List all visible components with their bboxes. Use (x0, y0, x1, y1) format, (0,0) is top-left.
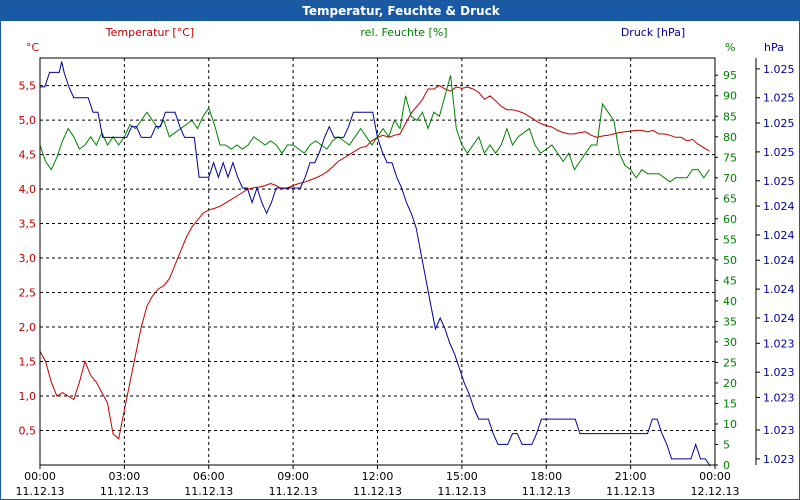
x-tick-time: 06:00 (193, 470, 225, 483)
plot-frame (39, 57, 716, 466)
humidity-tick-label: 45 (723, 274, 737, 287)
temperature-tick-label: 3,0 (19, 252, 37, 265)
humidity-tick-label: 95 (723, 69, 737, 82)
pressure-unit-label: hPa (764, 41, 784, 54)
pressure-tick-label: 1.025 (763, 63, 795, 76)
humidity-tick-label: 55 (723, 233, 737, 246)
x-tick-time: 09:00 (277, 470, 309, 483)
pressure-line (40, 61, 711, 467)
x-tick-time: 15:00 (446, 470, 478, 483)
x-tick-date: 11.12.13 (269, 485, 318, 498)
temperature-tick-label: 2,0 (19, 321, 37, 334)
temperature-axis-title: Temperatur [°C] (105, 26, 194, 39)
pressure-tick-label: 1.025 (763, 175, 795, 188)
x-tick-date: 11.12.13 (437, 485, 486, 498)
humidity-axis-title: rel. Feuchte [%] (360, 26, 447, 39)
x-tick-date: 12.12.13 (691, 485, 740, 498)
temperature-unit-label: °C (26, 41, 40, 54)
pressure-tick-label: 1.023 (763, 337, 795, 350)
x-tick-time: 12:00 (362, 470, 394, 483)
humidity-tick-label: 30 (723, 336, 737, 349)
temperature-tick-label: 1,0 (19, 390, 37, 403)
x-tick-time: 00:00 (699, 470, 731, 483)
pressure-tick-label: 1.023 (763, 366, 795, 379)
humidity-tick-label: 5 (723, 438, 730, 451)
x-tick-time: 18:00 (530, 470, 562, 483)
pressure-tick-label: 1.024 (763, 283, 795, 296)
humidity-unit-label: % (725, 41, 735, 54)
humidity-tick-label: 20 (723, 377, 737, 390)
humidity-tick-label: 60 (723, 213, 737, 226)
humidity-tick-label: 0 (723, 459, 730, 472)
axes: 00:00 11.12.13 03:00 11.12.13 06:00 11.12.13 0… (16, 57, 795, 498)
x-tick-date: 11.12.13 (353, 485, 402, 498)
series-layer (39, 61, 711, 467)
temperature-tick-label: 3,5 (19, 218, 37, 231)
temperature-tick-label: 5,5 (19, 80, 37, 93)
humidity-tick-label: 85 (723, 110, 737, 123)
humidity-tick-label: 70 (723, 172, 737, 185)
humidity-tick-label: 65 (723, 192, 737, 205)
temperature-tick-label: 1,5 (19, 356, 37, 369)
humidity-tick-label: 35 (723, 315, 737, 328)
pressure-tick-label: 1.023 (763, 391, 795, 404)
grid (40, 58, 715, 465)
temperature-line (39, 85, 710, 440)
x-tick-date: 11.12.13 (522, 485, 571, 498)
pressure-tick-label: 1.024 (763, 254, 795, 267)
pressure-tick-label: 1.023 (763, 424, 795, 437)
humidity-tick-label: 40 (723, 295, 737, 308)
temperature-tick-label: 0,5 (19, 425, 37, 438)
humidity-tick-label: 10 (723, 418, 737, 431)
x-tick-date: 11.12.13 (100, 485, 149, 498)
x-tick-time: 03:00 (109, 470, 141, 483)
temperature-tick-label: 4,0 (19, 183, 37, 196)
pressure-tick-label: 1.025 (763, 117, 795, 130)
x-tick-date: 11.12.13 (184, 485, 233, 498)
humidity-tick-label: 15 (723, 397, 737, 410)
temperature-tick-label: 2,5 (19, 287, 37, 300)
x-tick-time: 00:00 (24, 470, 56, 483)
pressure-tick-label: 1.024 (763, 312, 795, 325)
pressure-tick-label: 1.025 (763, 92, 795, 105)
x-tick-date: 11.12.13 (16, 485, 65, 498)
pressure-tick-label: 1.024 (763, 200, 795, 213)
pressure-tick-label: 1.024 (763, 229, 795, 242)
window-title: Temperatur, Feuchte & Druck (1, 1, 800, 21)
labels: °C Temperatur [°C] rel. Feuchte [%] % Dr… (26, 26, 784, 54)
x-tick-time: 21:00 (615, 470, 647, 483)
pressure-axis-title: Druck [hPa] (621, 26, 685, 39)
pressure-tick-label: 1.023 (763, 453, 795, 466)
humidity-tick-label: 80 (723, 131, 737, 144)
x-tick-date: 11.12.13 (606, 485, 655, 498)
humidity-tick-label: 90 (723, 90, 737, 103)
temperature-tick-label: 4,5 (19, 149, 37, 162)
pressure-tick-label: 1.025 (763, 146, 795, 159)
temperature-tick-label: 5,0 (19, 114, 37, 127)
humidity-tick-label: 50 (723, 254, 737, 267)
humidity-tick-label: 25 (723, 356, 737, 369)
humidity-line (39, 75, 710, 183)
humidity-tick-label: 75 (723, 151, 737, 164)
